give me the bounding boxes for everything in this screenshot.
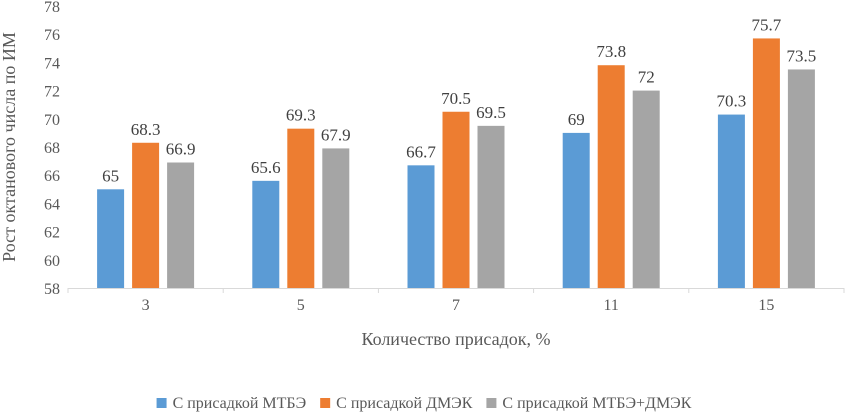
bar (632, 90, 660, 288)
bar (562, 132, 590, 288)
bar (442, 111, 470, 288)
y-tick-label: 76 (44, 27, 60, 44)
legend-swatch (156, 398, 167, 408)
bars (97, 38, 815, 289)
bar (597, 65, 625, 288)
y-tick-label: 70 (44, 112, 60, 129)
y-tick-label: 78 (44, 0, 60, 16)
data-label: 72 (638, 68, 655, 87)
bar (477, 125, 505, 288)
data-label: 73.5 (787, 46, 817, 65)
y-tick-label: 72 (44, 84, 60, 101)
data-labels: 65 68.3 66.9 65.6 69.3 67.9 66.7 70.5 69.5 69 73.8… (102, 15, 816, 185)
data-label: 70.5 (441, 89, 471, 108)
data-label: 65 (102, 166, 119, 185)
bar (132, 142, 160, 288)
data-label: 65.6 (251, 158, 281, 177)
x-tick-label: 3 (142, 297, 150, 314)
y-tick-label: 60 (44, 253, 60, 270)
data-label: 67.9 (321, 125, 351, 144)
legend-swatch (320, 398, 331, 408)
bar (407, 165, 435, 288)
x-axis-title: Количество присадок, % (361, 329, 550, 349)
y-tick-label: 62 (44, 225, 60, 242)
data-label: 66.7 (406, 142, 436, 161)
bar (752, 38, 780, 289)
bar (787, 69, 815, 288)
data-label: 69.5 (476, 103, 506, 122)
legend-label: С присадкой МТБЭ+ДМЭК (502, 395, 691, 412)
data-label: 70.3 (717, 92, 747, 111)
bar (97, 189, 125, 288)
data-label: 75.7 (752, 15, 782, 34)
legend: С присадкой МТБЭ С присадкой ДМЭК С присад… (156, 395, 692, 412)
bar (717, 114, 745, 288)
data-label: 66.9 (166, 140, 196, 159)
data-label: 73.8 (596, 42, 626, 61)
legend-label: С присадкой ДМЭК (336, 395, 473, 412)
bar (252, 180, 280, 288)
axes: 58 60 62 64 66 68 70 72 74 76 78 3 5 7 11 15 (44, 0, 845, 314)
bar (287, 128, 315, 288)
data-label: 69.3 (286, 106, 316, 125)
legend-label: С присадкой МТБЭ (173, 395, 307, 412)
y-tick-label: 74 (44, 55, 60, 72)
x-tick-label: 7 (452, 297, 460, 314)
x-tick-label: 11 (603, 297, 618, 314)
y-tick-label: 66 (44, 168, 60, 185)
data-label: 69 (568, 110, 585, 129)
bar (167, 162, 195, 288)
legend-swatch (486, 398, 497, 408)
y-axis-title: Рост октанового числа по ИМ (0, 32, 19, 262)
x-tick-label: 15 (758, 297, 774, 314)
data-label: 68.3 (131, 120, 161, 139)
y-tick-label: 64 (44, 196, 60, 213)
y-tick-label: 58 (44, 281, 60, 298)
bar (322, 148, 350, 288)
x-tick-label: 5 (297, 297, 305, 314)
y-tick-label: 68 (44, 140, 60, 157)
